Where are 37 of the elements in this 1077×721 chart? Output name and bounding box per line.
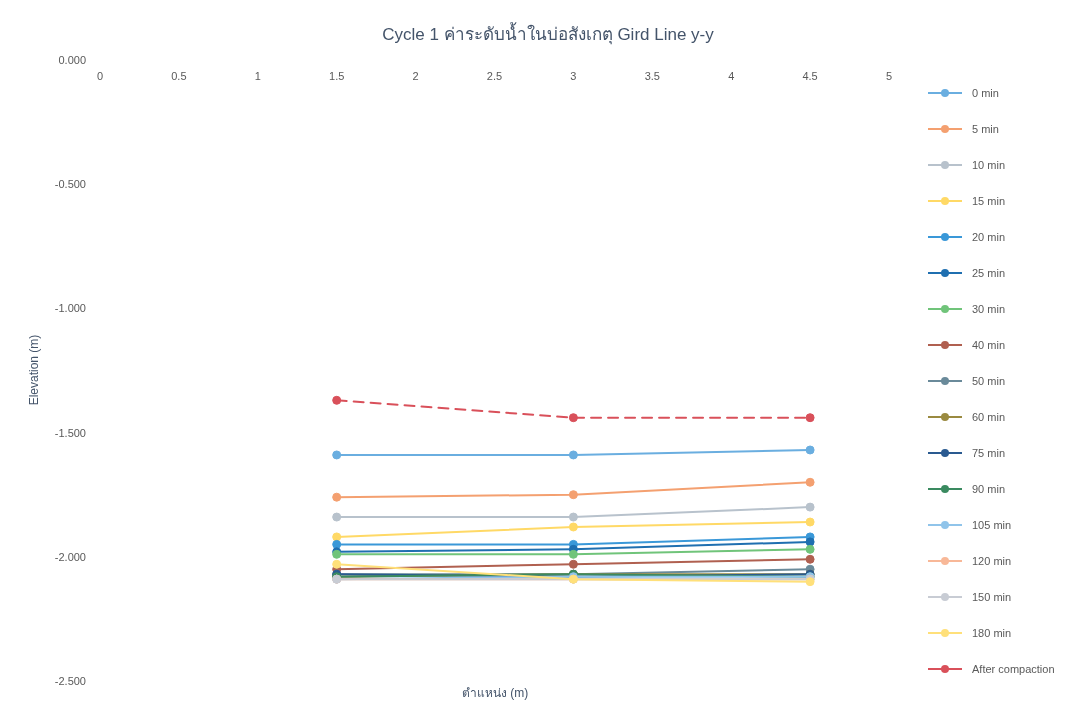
y-tick-label: -0.500 xyxy=(54,178,86,191)
y-tick-label: -1.000 xyxy=(54,302,86,315)
x-tick-label: 4 xyxy=(728,70,735,82)
legend-label: 90 min xyxy=(972,483,1006,495)
x-tick-label: 5 xyxy=(885,70,893,82)
x-tick-label: 1 xyxy=(254,70,261,82)
legend-label: 60 min xyxy=(972,411,1006,423)
x-tick-label: 2.5 xyxy=(486,70,503,82)
x-tick-label: 0 xyxy=(96,70,104,82)
y-axis-title: Elevation (m) xyxy=(27,334,41,406)
x-tick-label: 2 xyxy=(412,70,419,82)
legend-label: 180 min xyxy=(972,627,1012,639)
x-tick-label: 3 xyxy=(570,70,577,82)
legend-label: 15 min xyxy=(972,195,1006,207)
x-tick-label: 0.5 xyxy=(171,70,187,82)
x-tick-label: 4.5 xyxy=(802,70,818,82)
legend-label: 150 min xyxy=(972,591,1012,603)
legend-label: 5 min xyxy=(972,123,999,135)
legend-label: 75 min xyxy=(972,447,1006,459)
y-tick-label: -1.500 xyxy=(54,426,86,439)
y-tick-label: -2.000 xyxy=(54,550,86,563)
legend-label: 25 min xyxy=(972,267,1006,279)
legend-label: 30 min xyxy=(972,303,1006,315)
legend-label: 40 min xyxy=(972,339,1006,351)
legend-label: 20 min xyxy=(972,231,1006,243)
x-tick-label: 1.5 xyxy=(329,70,345,82)
x-tick-label: 3.5 xyxy=(644,70,660,82)
y-tick-label: 0.000 xyxy=(58,54,86,66)
legend-label: 10 min xyxy=(972,159,1006,171)
x-axis-title: ตำแหน่ง (m) xyxy=(461,686,529,700)
legend-label: 105 min xyxy=(972,519,1012,531)
legend-label: 0 min xyxy=(972,87,999,99)
legend-label: After compaction xyxy=(972,663,1055,675)
chart-title: Cycle 1 ค่าระดับน้ำในบ่อสังเกตุ Gird Line y-y xyxy=(382,22,715,45)
legend-label: 50 min xyxy=(972,375,1006,387)
legend-label: 120 min xyxy=(972,555,1012,567)
y-tick-label: -2.500 xyxy=(54,675,86,687)
